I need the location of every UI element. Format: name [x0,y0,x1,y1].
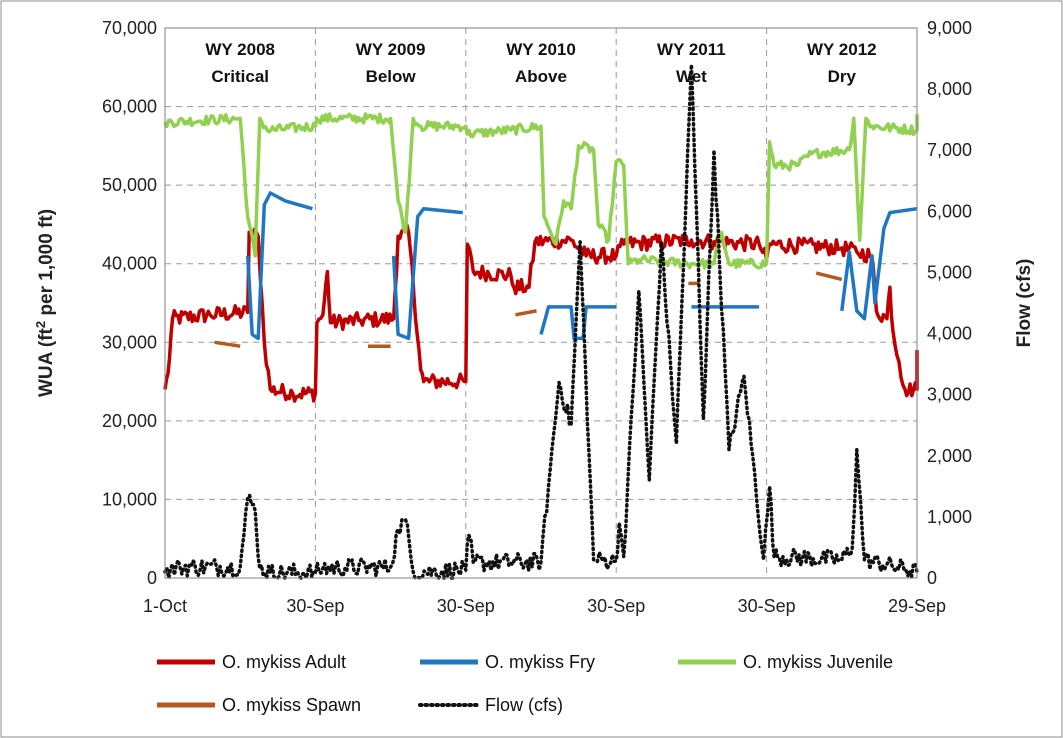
x-tick-label: 30-Sep [587,596,645,616]
legend-label-adult: O. mykiss Adult [222,652,346,672]
water-year-label: WY 2011 [657,40,726,59]
y-right-tick-label: 0 [927,568,937,588]
series-layer [163,62,919,580]
series-o-mykiss-adult [163,223,919,403]
y-right-tick-label: 9,000 [927,18,972,38]
y-right-tick-label: 8,000 [927,79,972,99]
y-right-tick-label: 5,000 [927,262,972,282]
legend-item-spawn: O. mykiss Spawn [157,695,361,715]
series-line [163,223,919,403]
y-left-tick-label: 70,000 [102,18,157,38]
series-line [840,206,918,321]
water-year-type-label: Dry [828,67,857,86]
water-year-type-label: Below [366,67,417,86]
y-left-tick-label: 10,000 [102,489,157,509]
y-right-tick-label: 3,000 [927,385,972,405]
y-left-axis-title: WUA (ft2 per 1,000 ft) [33,209,58,397]
water-year-label: WY 2010 [506,40,576,59]
y-right-tick-label: 1,000 [927,507,972,527]
series-line [815,271,843,282]
legend-item-juvenile: O. mykiss Juvenile [678,652,893,672]
legend: O. mykiss Adult O. mykiss Fry O. mykiss … [157,652,893,715]
series-o-mykiss-spawn [214,271,843,348]
water-year-type-label: Above [515,67,567,86]
y-left-tick-label: 30,000 [102,332,157,352]
water-year-type-label: Wet [676,67,707,86]
x-tick-label: 29-Sep [888,596,946,616]
water-year-type-label: Critical [211,67,269,86]
plot-area-border [164,27,918,579]
legend-label-flow: Flow (cfs) [485,695,563,715]
series-line [245,191,313,341]
x-tick-label: 30-Sep [437,596,495,616]
series-flow-cfs- [163,62,919,580]
y-left-tick-label: 40,000 [102,254,157,274]
y-right-tick-label: 7,000 [927,140,972,160]
series-o-mykiss-juvenile [163,112,919,270]
y-left-tick-label: 50,000 [102,175,157,195]
legend-label-fry: O. mykiss Fry [485,652,595,672]
y-left-tick-label: 0 [147,568,157,588]
axes-labels: 0 10,000 20,000 30,000 40,000 50,000 60,000 70,… [102,18,972,616]
y-right-axis-title: Flow (cfs) [1014,259,1035,348]
x-tick-label: 1-Oct [143,596,187,616]
legend-item-flow: Flow (cfs) [418,695,563,715]
y-right-tick-label: 2,000 [927,446,972,466]
x-tick-label: 30-Sep [286,596,344,616]
series-line [163,112,919,270]
legend-item-fry: O. mykiss Fry [420,652,595,672]
series-line [163,62,919,580]
legend-label-spawn: O. mykiss Spawn [222,695,361,715]
water-year-label: WY 2009 [356,40,426,59]
series-line [515,309,537,317]
y-left-tick-label: 20,000 [102,411,157,431]
x-tick-label: 30-Sep [738,596,796,616]
y-right-tick-label: 4,000 [927,324,972,344]
y-left-tick-label: 60,000 [102,97,157,117]
water-year-label: WY 2012 [807,40,877,59]
y-right-tick-label: 6,000 [927,201,972,221]
legend-label-juvenile: O. mykiss Juvenile [743,652,893,672]
legend-item-adult: O. mykiss Adult [157,652,346,672]
series-line [214,340,241,348]
series-line [391,206,463,341]
water-year-label: WY 2008 [205,40,275,59]
